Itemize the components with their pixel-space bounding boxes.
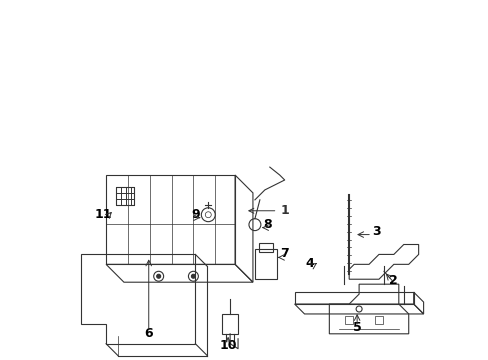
Bar xyxy=(222,314,238,334)
Text: 5: 5 xyxy=(352,321,361,334)
Text: 7: 7 xyxy=(280,247,288,260)
Text: 2: 2 xyxy=(388,274,397,287)
Text: 8: 8 xyxy=(263,218,272,231)
Text: 4: 4 xyxy=(305,257,313,270)
Circle shape xyxy=(191,274,195,278)
Text: 11: 11 xyxy=(94,208,112,221)
Bar xyxy=(116,187,134,205)
Text: 3: 3 xyxy=(372,225,381,238)
Bar xyxy=(254,249,276,279)
Bar xyxy=(345,316,352,324)
Bar xyxy=(258,243,272,252)
Text: 1: 1 xyxy=(248,204,288,217)
Text: 6: 6 xyxy=(144,327,153,340)
Circle shape xyxy=(156,274,161,278)
Text: 10: 10 xyxy=(219,339,236,352)
Text: 9: 9 xyxy=(191,208,199,221)
Bar xyxy=(374,316,382,324)
